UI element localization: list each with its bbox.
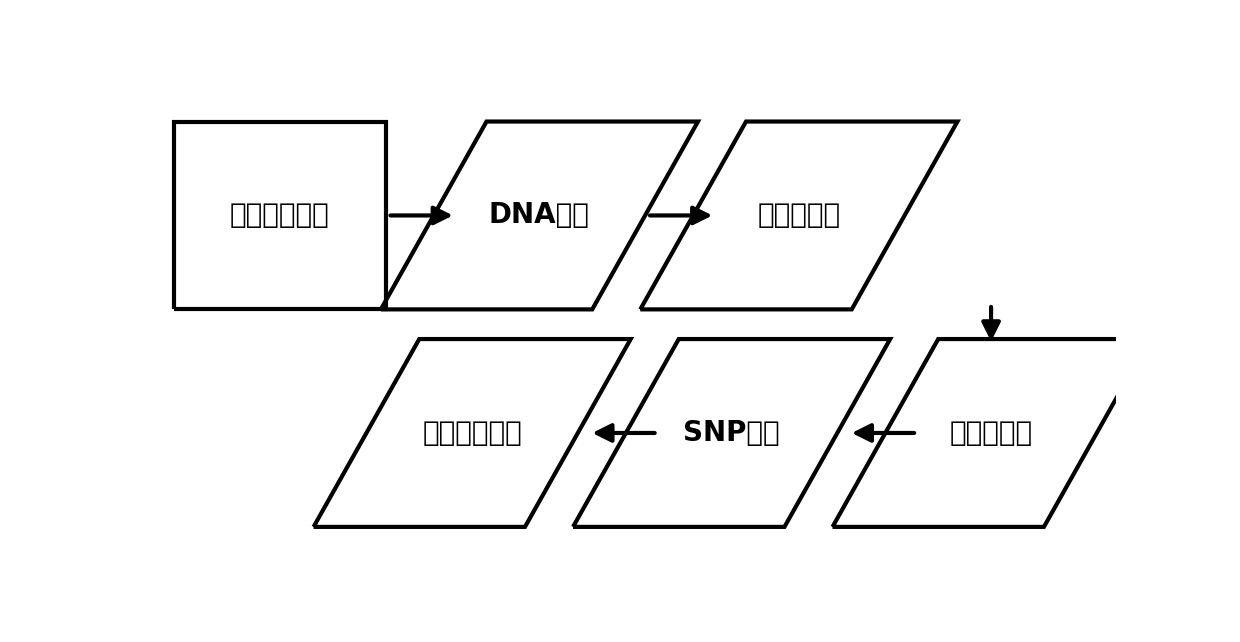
Polygon shape — [573, 339, 890, 527]
Polygon shape — [832, 339, 1149, 527]
Text: 高通量测序: 高通量测序 — [950, 419, 1033, 447]
Polygon shape — [174, 121, 386, 309]
Polygon shape — [640, 121, 957, 309]
Polygon shape — [381, 121, 698, 309]
Text: 扩增子富集: 扩增子富集 — [758, 202, 841, 229]
Text: SNP检测: SNP检测 — [683, 419, 780, 447]
Polygon shape — [314, 339, 631, 527]
Text: 混合样本检材: 混合样本检材 — [231, 202, 330, 229]
Text: 混合样本拆分: 混合样本拆分 — [423, 419, 522, 447]
Text: DNA提取: DNA提取 — [489, 202, 590, 229]
